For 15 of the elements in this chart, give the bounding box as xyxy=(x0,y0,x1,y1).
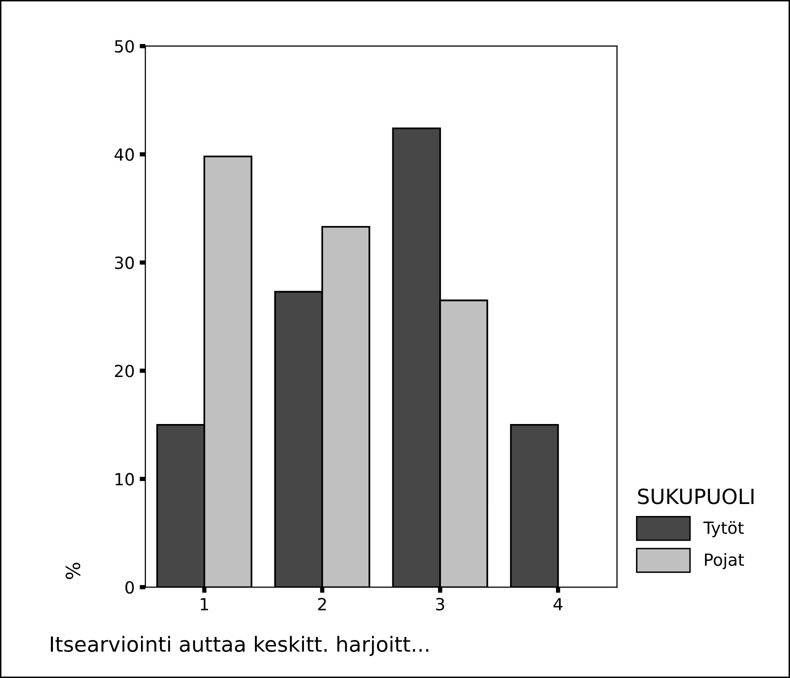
y-tick-label: 0 xyxy=(125,581,134,594)
y-tick-label: 30 xyxy=(115,256,134,270)
legend-label: Pojat xyxy=(705,553,744,570)
x-tick-label: 3 xyxy=(436,598,444,610)
legend-label: Tytöt xyxy=(703,521,744,538)
y-axis-title: % xyxy=(66,562,80,580)
y-tick-label: 40 xyxy=(114,148,134,161)
x-tick-label: 1 xyxy=(200,598,208,610)
y-tick-label: 10 xyxy=(116,472,134,486)
x-tick-label: 4 xyxy=(554,598,562,610)
y-tick-label: 50 xyxy=(115,40,134,53)
legend-title: SUKUPUOLI xyxy=(638,488,754,504)
x-tick-label: 2 xyxy=(318,598,326,610)
x-axis-title: Itsearviointi auttaa keskitt. harjoitt... xyxy=(50,636,428,656)
y-tick-label: 20 xyxy=(114,364,134,378)
